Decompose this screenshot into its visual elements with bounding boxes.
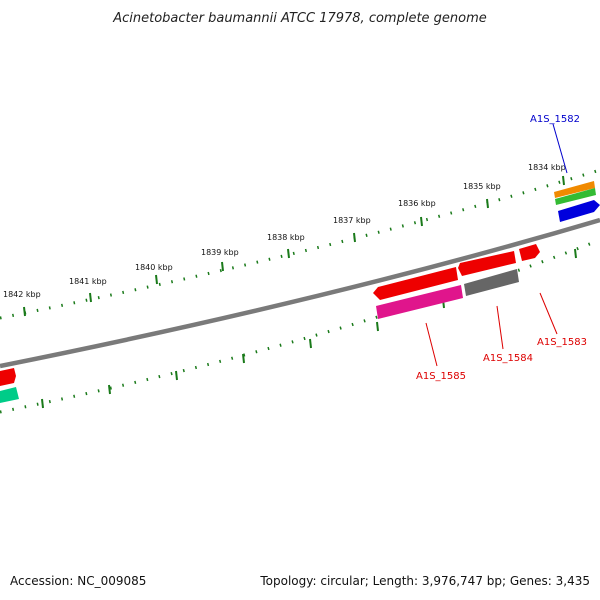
gene-left-red: [0, 368, 16, 386]
gene-label-a1s-1585: A1S_1585: [416, 371, 466, 382]
inner-tick-ring: [0, 238, 600, 414]
gene-a1s-1583: [519, 244, 540, 261]
genome-backbone: [0, 217, 600, 369]
gene-a1s-1582: [558, 200, 600, 222]
scale-label-1836: 1836 kbp: [398, 199, 436, 208]
outer-major-ticks: [23, 175, 565, 317]
major-tick-1839: [221, 261, 224, 272]
inner-major-tick: [41, 398, 44, 409]
major-tick-1834: [562, 175, 565, 186]
gene-a1s-1584: [464, 269, 519, 296]
scale-label-1838: 1838 kbp: [267, 233, 305, 242]
gene-label-a1s-1584: A1S_1584: [483, 353, 533, 364]
scale-label-1835: 1835 kbp: [463, 182, 501, 191]
major-tick-1838: [287, 248, 290, 259]
major-tick-1840: [155, 274, 158, 285]
gene-left-teal: [0, 387, 19, 403]
leader-line-a1s-1584: [496, 305, 504, 350]
gene-orange: [554, 181, 595, 198]
major-tick-1837: [353, 232, 356, 243]
major-tick-1841: [89, 292, 92, 303]
inner-major-tick: [376, 321, 379, 332]
map-title: Acinetobacter baumannii ATCC 17978, comp…: [112, 11, 487, 26]
major-tick-1842: [23, 306, 26, 317]
scale-label-1841: 1841 kbp: [69, 277, 107, 286]
genome-summary-text: Topology: circular; Length: 3,976,747 bp…: [260, 574, 590, 588]
inner-major-tick: [574, 248, 577, 259]
leader-line-a1s-1583: [539, 292, 558, 335]
inner-major-tick: [175, 370, 178, 381]
gene-green: [555, 188, 596, 205]
inner-major-tick: [108, 384, 111, 395]
inner-major-tick: [242, 353, 245, 364]
major-tick-1836: [420, 216, 423, 227]
inner-major-tick: [309, 338, 312, 349]
scale-label-1837: 1837 kbp: [333, 216, 371, 225]
gene-red-2: [373, 267, 458, 300]
accession-text: Accession: NC_009085: [10, 574, 147, 588]
scale-label-1842: 1842 kbp: [3, 290, 41, 299]
leader-line-a1s-1582: [552, 123, 568, 174]
gene-a1s-1585: [376, 285, 463, 319]
scale-label-1839: 1839 kbp: [201, 248, 239, 257]
scale-label-1834: 1834 kbp: [528, 163, 566, 172]
gene-label-a1s-1582: A1S_1582: [530, 114, 580, 125]
leader-line-a1s-1585: [425, 322, 438, 367]
scale-label-1840: 1840 kbp: [135, 263, 173, 272]
major-tick-1835: [486, 198, 489, 209]
gene-label-a1s-1583: A1S_1583: [537, 337, 587, 348]
gene-red-1: [458, 251, 516, 276]
